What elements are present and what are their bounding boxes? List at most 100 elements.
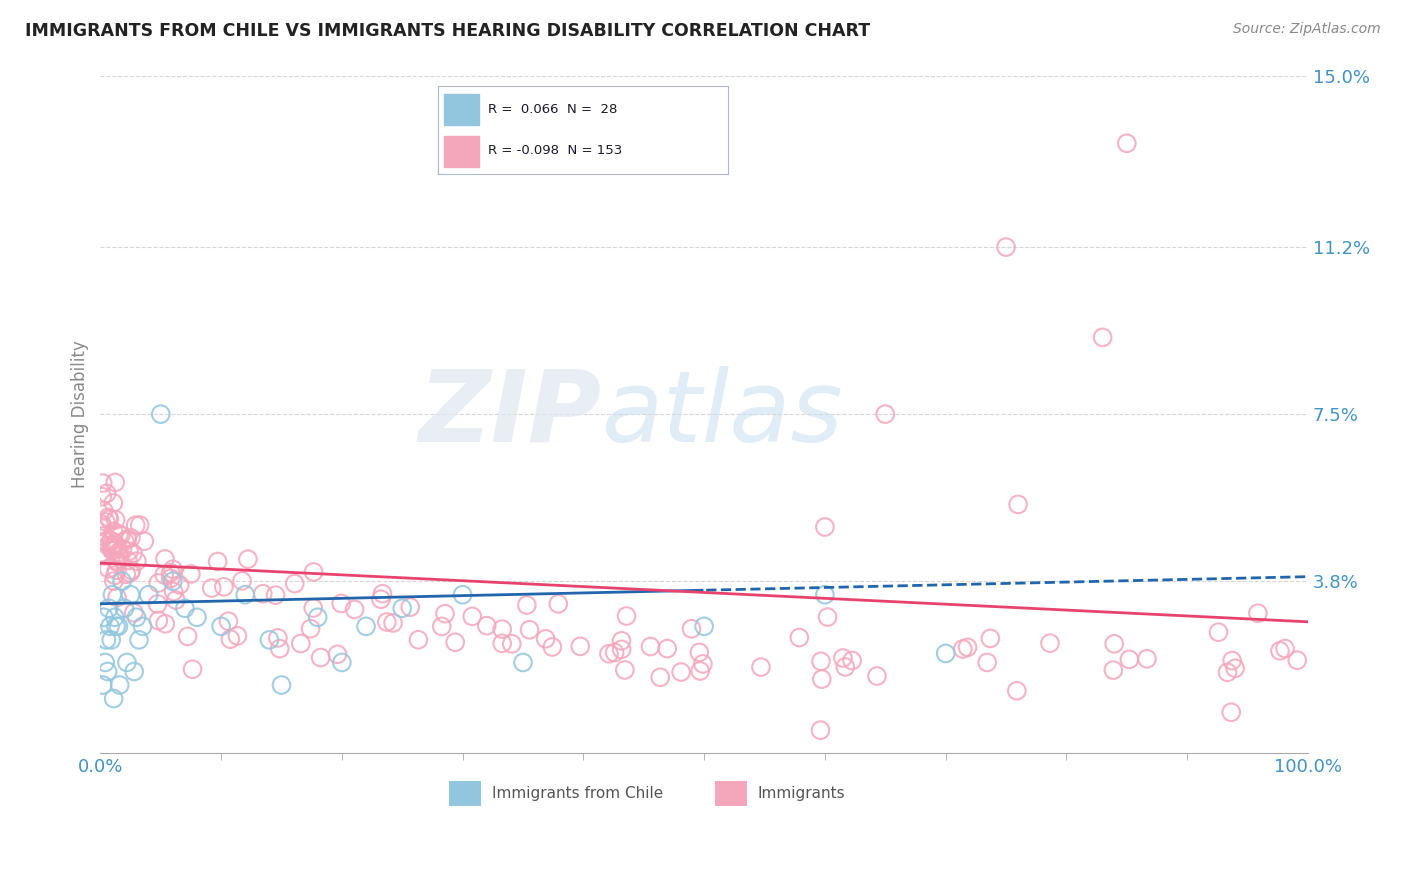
Point (91, 678, 114, 692)
Point (1223, 661, 1246, 675)
Point (270, 678, 292, 692)
Point (115, 656, 138, 670)
Point (125, 518, 148, 533)
Point (114, 534, 136, 549)
Point (120, 588, 142, 602)
Point (650, 670, 672, 684)
Point (118, 544, 141, 558)
Point (430, 619, 453, 633)
Point (217, 614, 239, 628)
Point (1286, 653, 1309, 667)
Point (547, 597, 569, 611)
Point (97, 601, 120, 615)
Point (101, 543, 124, 558)
Point (131, 619, 153, 633)
Point (111, 574, 134, 589)
Point (1039, 636, 1062, 650)
Point (97, 539, 120, 553)
Point (979, 632, 1001, 646)
Point (451, 588, 474, 602)
Point (252, 587, 274, 601)
Point (97, 510, 120, 524)
Point (657, 641, 679, 656)
Point (1136, 652, 1159, 666)
Point (162, 562, 184, 576)
Point (264, 588, 287, 602)
Point (100, 632, 122, 647)
Point (146, 597, 169, 611)
Point (101, 588, 124, 602)
Point (267, 631, 290, 645)
Point (371, 587, 394, 601)
Text: IMMIGRANTS FROM CHILE VS IMMIGRANTS HEARING DISABILITY CORRELATION CHART: IMMIGRANTS FROM CHILE VS IMMIGRANTS HEAR… (25, 22, 870, 40)
Point (104, 475, 127, 490)
Point (284, 576, 307, 591)
Point (125, 554, 148, 568)
Point (169, 578, 191, 592)
Point (148, 576, 170, 591)
Point (104, 513, 127, 527)
Point (1216, 665, 1239, 680)
Point (1247, 606, 1270, 620)
Point (814, 588, 837, 602)
Point (269, 641, 291, 656)
Point (817, 610, 839, 624)
Point (138, 588, 160, 602)
Point (354, 619, 377, 633)
Point (832, 651, 855, 665)
Point (343, 602, 366, 616)
Point (110, 528, 132, 542)
Point (149, 407, 172, 421)
Point (610, 642, 633, 657)
Point (810, 672, 832, 686)
Point (834, 660, 856, 674)
Point (96, 632, 118, 647)
Point (610, 633, 633, 648)
Point (541, 640, 564, 654)
Point (669, 665, 692, 679)
Point (1102, 637, 1125, 651)
Point (104, 568, 127, 582)
Point (616, 609, 638, 624)
Point (108, 547, 131, 561)
Point (103, 496, 125, 510)
Point (1115, 136, 1137, 151)
Point (107, 545, 129, 559)
Point (201, 581, 224, 595)
Point (105, 563, 128, 577)
Point (186, 610, 208, 624)
Point (100, 541, 122, 555)
Point (491, 636, 513, 650)
Point (236, 552, 259, 566)
Point (134, 534, 156, 549)
Point (1274, 641, 1296, 656)
Point (153, 567, 176, 582)
Point (681, 622, 703, 636)
Point (219, 632, 242, 647)
Y-axis label: Hearing Disability: Hearing Disability (72, 340, 89, 488)
Point (100, 538, 122, 552)
Point (100, 533, 122, 548)
Point (299, 622, 322, 636)
Point (519, 623, 541, 637)
Point (153, 616, 176, 631)
Point (159, 566, 181, 580)
Point (105, 619, 128, 633)
Point (233, 588, 256, 602)
Point (162, 574, 184, 589)
Point (165, 593, 187, 607)
Point (290, 636, 312, 650)
Point (117, 553, 139, 567)
Point (749, 660, 772, 674)
Point (810, 654, 832, 668)
Point (956, 640, 979, 655)
Point (512, 656, 534, 670)
Point (444, 635, 467, 649)
Point (841, 653, 863, 667)
Text: ZIP: ZIP (419, 366, 602, 463)
Point (107, 556, 129, 570)
Point (122, 665, 145, 679)
Point (689, 664, 711, 678)
Point (1007, 498, 1029, 512)
Point (692, 657, 714, 671)
